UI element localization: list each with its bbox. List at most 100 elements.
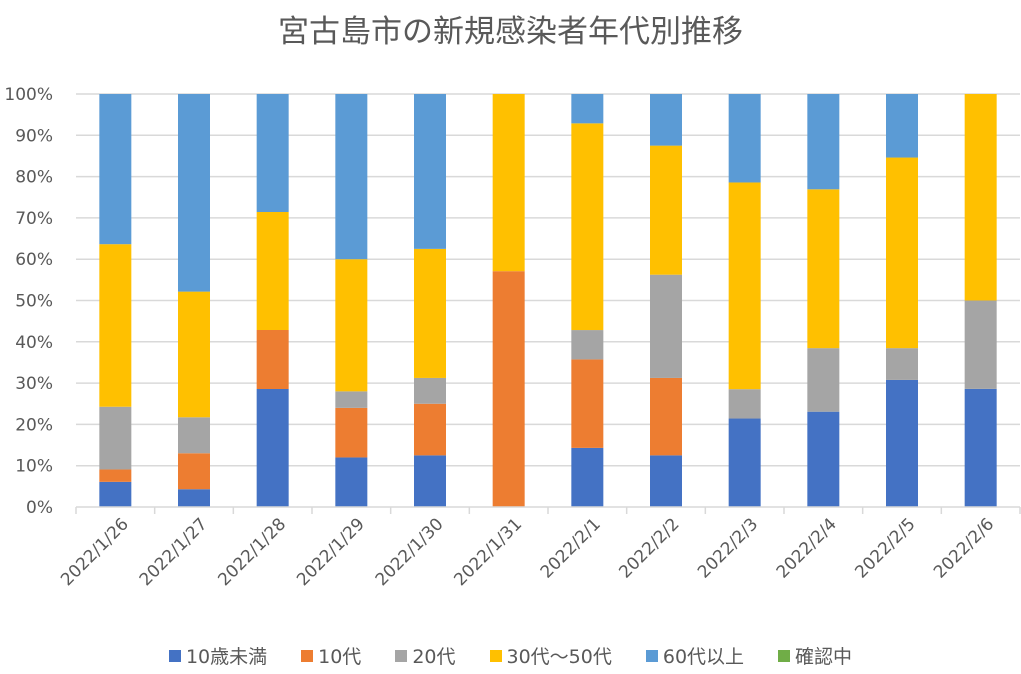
- bar-segment: [414, 455, 446, 507]
- bar-segment: [728, 182, 761, 390]
- bar-segment: [728, 389, 761, 419]
- legend-item: 20代: [395, 642, 456, 669]
- bar-segment: [571, 94, 604, 124]
- legend-item: 60代以上: [645, 642, 745, 669]
- bar-segment: [99, 481, 132, 507]
- bar-segment: [571, 330, 604, 360]
- bars: [99, 94, 997, 507]
- bar-segment: [886, 94, 918, 158]
- legend-swatch: [301, 649, 314, 662]
- x-axis: [75, 506, 1021, 514]
- bar-segment: [178, 94, 210, 292]
- bar-segment: [571, 359, 604, 448]
- x-tick-label: 2022/1/27: [136, 514, 212, 590]
- bar-segment: [335, 407, 368, 458]
- bar-segment: [256, 212, 289, 330]
- y-tick-label: 40%: [15, 333, 53, 353]
- bar-segment: [178, 489, 210, 507]
- x-tick-label: 2022/1/26: [57, 514, 133, 590]
- legend-label: 10代: [318, 646, 362, 668]
- bar-segment: [414, 94, 446, 249]
- x-tick-label: 2022/1/29: [293, 514, 369, 590]
- bar-segment: [414, 377, 446, 404]
- legend: 10歳未満 10代 20代 30代～50代 60代以上 確認中: [0, 642, 1021, 669]
- x-tick-label: 2022/2/5: [851, 514, 919, 582]
- bar-segment: [256, 94, 289, 212]
- legend-label: 60代以上: [662, 646, 745, 668]
- x-tick-label: 2022/2/1: [537, 514, 605, 582]
- bar-stack: [335, 94, 368, 507]
- x-axis-labels: 2022/1/26 2022/1/27 2022/1/28 2022/1/29 2022…: [57, 514, 998, 590]
- legend-label: 30代～50代: [506, 646, 612, 668]
- bar-segment: [99, 469, 132, 482]
- y-tick-label: 100%: [4, 85, 53, 105]
- x-tick-label: 2022/2/2: [615, 514, 683, 582]
- legend-item: 確認中: [778, 642, 852, 669]
- bar-segment: [492, 271, 525, 507]
- x-tick-label: 2022/1/31: [450, 514, 526, 590]
- bar-segment: [964, 300, 997, 389]
- bar-segment: [964, 94, 997, 301]
- bar-segment: [964, 388, 997, 507]
- legend-label: 10歳未満: [185, 646, 268, 668]
- bar-segment: [335, 457, 368, 507]
- bar-segment: [99, 406, 132, 470]
- bar-segment: [571, 123, 604, 331]
- bar-stack: [650, 94, 682, 507]
- y-tick-label: 30%: [15, 374, 53, 394]
- bar-segment: [335, 391, 368, 408]
- bar-stack: [807, 94, 840, 507]
- bar-stack: [964, 94, 997, 507]
- y-tick-label: 50%: [15, 292, 53, 312]
- legend-swatch: [489, 649, 502, 662]
- legend-swatch: [168, 649, 181, 662]
- y-tick-label: 10%: [15, 457, 53, 477]
- bar-segment: [650, 455, 682, 507]
- x-tick-label: 2022/1/28: [214, 514, 290, 590]
- bar-stack: [99, 94, 132, 507]
- x-tick-label: 2022/2/4: [773, 514, 841, 582]
- bar-segment: [256, 389, 289, 507]
- bar-segment: [178, 291, 210, 418]
- bar-segment: [807, 189, 840, 349]
- bar-segment: [256, 330, 289, 389]
- bar-segment: [886, 379, 918, 507]
- bar-segment: [414, 403, 446, 456]
- bar-segment: [99, 244, 132, 407]
- legend-item: 30代～50代: [489, 642, 612, 669]
- bar-segment: [807, 348, 840, 412]
- y-tick-label: 70%: [15, 209, 53, 229]
- bar-segment: [886, 348, 918, 380]
- bar-segment: [650, 145, 682, 275]
- bar-segment: [99, 94, 132, 245]
- legend-swatch: [645, 649, 658, 662]
- chart-title: 宮古島市の新規感染者年代別推移: [278, 14, 743, 50]
- legend-swatch: [395, 649, 408, 662]
- bar-segment: [650, 94, 682, 146]
- y-axis-ticks: 0% 10% 20% 30% 40% 50% 60% 70% 80% 90% 100%: [4, 85, 53, 518]
- y-tick-label: 80%: [15, 168, 53, 188]
- y-tick-label: 20%: [15, 415, 53, 435]
- gridlines: [76, 93, 1020, 467]
- y-tick-label: 0%: [26, 498, 53, 518]
- y-tick-label: 60%: [15, 250, 53, 270]
- legend-item: 10歳未満: [168, 642, 268, 669]
- bar-segment: [178, 453, 210, 490]
- bar-stack: [571, 94, 604, 507]
- bar-segment: [650, 377, 682, 456]
- bar-segment: [571, 447, 604, 507]
- bar-segment: [650, 274, 682, 378]
- x-tick-label: 2022/2/3: [694, 514, 762, 582]
- x-tick-label: 2022/1/30: [372, 514, 448, 590]
- x-tick-label: 2022/2/6: [930, 514, 998, 582]
- bar-segment: [807, 94, 840, 190]
- bar-stack: [886, 94, 918, 507]
- bar-segment: [728, 94, 761, 183]
- legend-item: 10代: [301, 642, 361, 669]
- bar-stack: [256, 94, 289, 507]
- legend-label: 確認中: [795, 646, 853, 668]
- legend-swatch: [778, 649, 791, 662]
- bar-segment: [178, 417, 210, 454]
- legend-label: 20代: [412, 646, 456, 668]
